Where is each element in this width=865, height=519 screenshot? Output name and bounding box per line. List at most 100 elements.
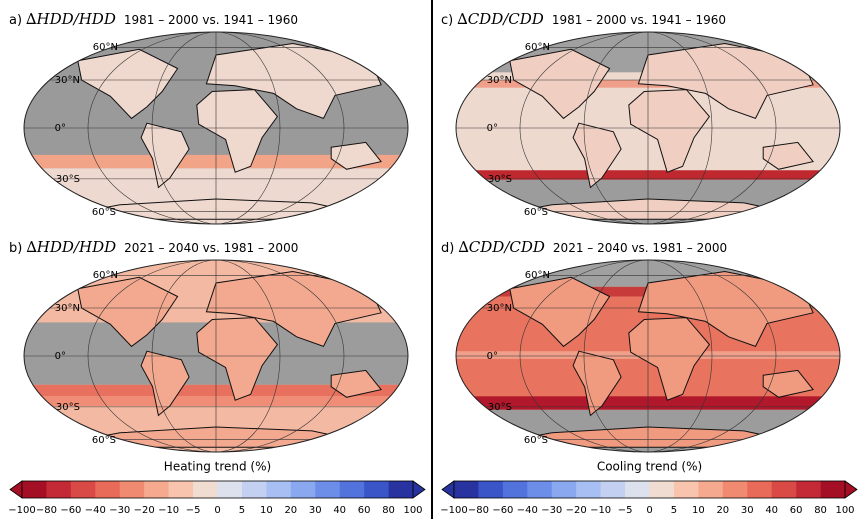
panel-period: 1981 – 2000 vs. 1941 – 1960 <box>124 13 298 27</box>
colorbar-segment <box>22 481 47 498</box>
panel-letter: a) <box>9 13 22 28</box>
continent <box>572 122 622 189</box>
colorbar-tick-label: −20 <box>134 505 155 516</box>
colorbar-segment <box>673 481 699 498</box>
panel-period: 2021 – 2040 vs. 1981 – 2000 <box>124 241 298 255</box>
map-outline <box>455 31 841 225</box>
panel-title: a) ∆HDD/HDD 1981 – 2000 vs. 1941 – 1960 <box>9 10 298 28</box>
colorbar-segment <box>290 481 316 498</box>
colorbar-segment <box>576 481 601 498</box>
continent <box>196 317 279 401</box>
colorbar-segment <box>600 481 626 498</box>
colorbar-label: Heating trend (%) <box>164 460 271 474</box>
continent <box>509 48 611 120</box>
colorbar-tick-label: −80 <box>468 505 489 516</box>
colorbar-frame <box>453 480 846 499</box>
colorbar-tick-label: 5 <box>239 505 245 516</box>
lat-label: 30°S <box>56 174 80 185</box>
map-content <box>456 32 840 224</box>
panel-variable: ∆CDD/CDD <box>458 238 545 256</box>
colorbar-segment <box>796 481 821 498</box>
continent <box>77 48 179 120</box>
colorbar-segment <box>454 481 479 498</box>
colorbar-segment <box>388 481 414 498</box>
panel-title: c) ∆CDD/CDD 1981 – 2000 vs. 1941 – 1960 <box>441 10 726 28</box>
colorbar-extend <box>441 480 455 499</box>
colorbar-tick-label: 40 <box>333 505 346 516</box>
colorbar-segment <box>266 481 292 498</box>
panel-title: d) ∆CDD/CDD 2021 – 2040 vs. 1981 – 2000 <box>441 238 727 256</box>
continent <box>140 350 190 417</box>
map-outline <box>23 259 409 453</box>
lat-label: 30°N <box>487 75 512 86</box>
colorbar-tick-label: 30 <box>741 505 754 516</box>
map-content <box>24 32 408 224</box>
colorbar-segment <box>46 481 72 498</box>
colorbar-tick-label: 0 <box>646 505 652 516</box>
lat-label: 60°S <box>92 207 116 218</box>
lat-label: 30°S <box>488 174 512 185</box>
continent <box>509 276 611 348</box>
continent <box>196 89 279 173</box>
colorbar-segment <box>527 481 553 498</box>
colorbar-segment <box>698 481 724 498</box>
colorbar-tick-label: −30 <box>109 505 130 516</box>
colorbar-tick-label: −10 <box>158 505 179 516</box>
continent <box>628 89 711 173</box>
colorbar-segment <box>771 481 797 498</box>
colorbar-segment <box>502 481 528 498</box>
map-outline <box>23 31 409 225</box>
continent <box>762 141 814 170</box>
colorbar-tick-label: −5 <box>186 505 201 516</box>
colorbar-segment <box>95 481 121 498</box>
colorbar-segment <box>364 481 389 498</box>
colorbar-tick-label: −5 <box>618 505 633 516</box>
colorbar-segment <box>193 481 218 498</box>
colorbar-segment <box>70 481 96 498</box>
panel-variable: ∆CDD/CDD <box>457 10 544 28</box>
colorbar-tick-label: 60 <box>790 505 803 516</box>
colorbar-extend <box>844 480 858 499</box>
continent <box>330 141 382 170</box>
lat-label: 30°N <box>487 303 512 314</box>
colorbar-segment <box>625 481 650 498</box>
panel-period: 1981 – 2000 vs. 1941 – 1960 <box>552 13 726 27</box>
colorbar-segment <box>119 481 145 498</box>
lat-label: 0° <box>55 123 66 134</box>
lat-label: 60°N <box>93 42 118 53</box>
lat-label: 30°N <box>55 303 80 314</box>
colorbar-tick-label: 40 <box>765 505 778 516</box>
colorbar-segment <box>478 481 504 498</box>
colorbar-tick-label: 5 <box>671 505 677 516</box>
colorbar-frame <box>21 480 414 499</box>
colorbar-tick-label: −10 <box>590 505 611 516</box>
map <box>23 259 409 453</box>
colorbar-tick-label: −40 <box>85 505 106 516</box>
colorbar-tick-label: 30 <box>309 505 322 516</box>
colorbar-tick-label: −60 <box>60 505 81 516</box>
colorbar-tick-label: −20 <box>566 505 587 516</box>
lat-label: 0° <box>55 351 66 362</box>
colorbar-segment <box>217 481 243 498</box>
lat-label: 60°N <box>525 270 550 281</box>
colorbar-tick-label: 20 <box>716 505 729 516</box>
colorbar-segment <box>315 481 340 498</box>
colorbar-segment <box>820 481 846 498</box>
colorbar-tick-label: 0 <box>214 505 220 516</box>
panel-title: b) ∆HDD/HDD 2021 – 2040 vs. 1981 – 2000 <box>9 238 298 256</box>
colorbar-tick-label: −100 <box>440 505 467 516</box>
lat-label: 0° <box>487 351 498 362</box>
colorbar-segment <box>168 481 194 498</box>
lat-label: 0° <box>487 123 498 134</box>
colorbar-tick-label: 20 <box>284 505 297 516</box>
panel-variable: ∆HDD/HDD <box>26 10 116 28</box>
continent <box>572 350 622 417</box>
colorbar-tick-label: −60 <box>492 505 513 516</box>
colorbar-segment <box>722 481 748 498</box>
lat-label: 60°N <box>93 270 118 281</box>
lat-label: 30°N <box>55 75 80 86</box>
colorbar-tick-label: 60 <box>358 505 371 516</box>
lat-label: 60°S <box>524 435 548 446</box>
colorbar-tick-label: −100 <box>8 505 35 516</box>
